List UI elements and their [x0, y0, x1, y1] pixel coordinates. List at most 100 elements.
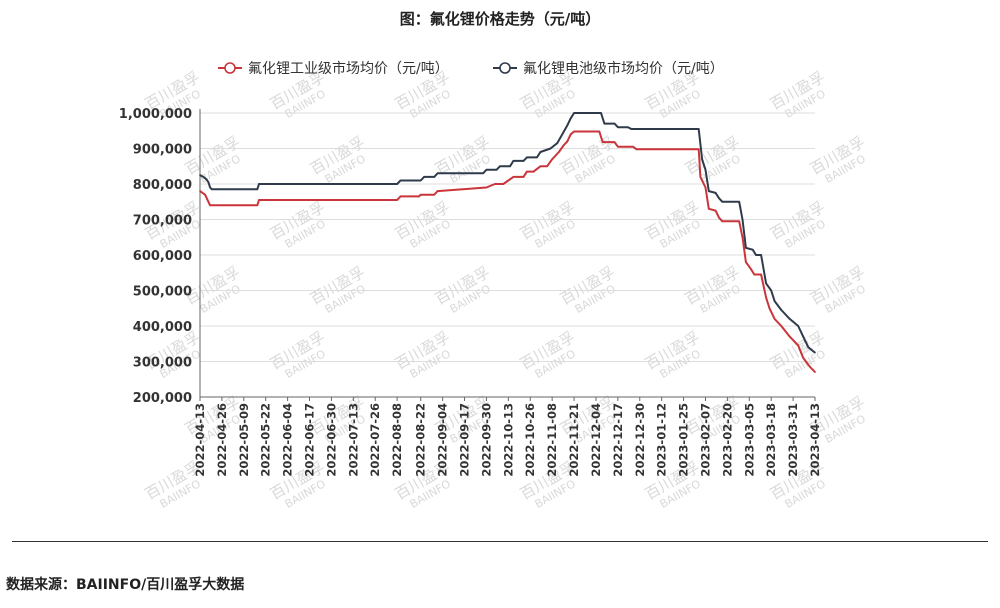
- data-point: [512, 176, 515, 178]
- data-point: [814, 371, 816, 373]
- x-tick-label: 2022-07-13: [346, 403, 360, 477]
- data-point: [485, 169, 488, 171]
- x-tick-label: 2022-05-09: [237, 403, 251, 477]
- y-axis-ticks: 200,000 300,000 400,000 500,000 600,000 700,0…: [119, 107, 192, 406]
- x-tick-label: 2022-12-30: [633, 403, 647, 477]
- data-point: [714, 209, 717, 212]
- data-point: [561, 133, 564, 136]
- data-point: [507, 179, 510, 182]
- y-tick-label: 1,000,000: [119, 107, 192, 122]
- series-lines: [199, 112, 816, 373]
- x-tick-label: 2022-09-04: [436, 403, 450, 477]
- data-point: [256, 204, 259, 207]
- x-tick-label: 2022-09-17: [458, 403, 472, 477]
- data-point: [797, 325, 799, 327]
- data-point: [207, 181, 210, 183]
- data-point: [202, 176, 205, 178]
- data-point: [558, 151, 560, 153]
- data-point: [613, 122, 616, 125]
- data-point: [617, 145, 619, 148]
- data-point: [617, 126, 619, 128]
- x-tick-label: 2022-10-26: [523, 403, 537, 477]
- data-point: [573, 112, 575, 114]
- data-point: [494, 183, 496, 185]
- data-point: [399, 195, 402, 198]
- series-line: [199, 112, 816, 354]
- data-point: [209, 204, 211, 207]
- data-point: [526, 156, 528, 159]
- data-point: [258, 183, 260, 185]
- data-point: [204, 193, 206, 196]
- data-point: [809, 366, 811, 368]
- y-tick-label: 900,000: [133, 143, 192, 158]
- data-point: [569, 117, 572, 120]
- data-point: [482, 172, 484, 175]
- data-point: [753, 273, 756, 276]
- data-point: [738, 220, 740, 223]
- data-point: [399, 179, 402, 182]
- data-point: [569, 133, 572, 136]
- legend-marker: [224, 62, 236, 74]
- data-point: [718, 216, 720, 219]
- data-point: [556, 142, 558, 144]
- data-point: [780, 325, 783, 327]
- data-point: [396, 199, 398, 201]
- data-point: [745, 247, 747, 249]
- data-point: [721, 220, 724, 223]
- data-point: [750, 268, 752, 271]
- legend-item: 氟化锂电池级市场均价（元/吨）: [493, 60, 724, 77]
- data-point: [539, 151, 542, 153]
- data-point: [509, 165, 511, 168]
- x-tick-label: 2022-11-08: [545, 403, 559, 477]
- legend: 氟化锂工业级市场均价（元/吨） 氟化锂电池级市场均价（元/吨）: [218, 60, 724, 77]
- data-point: [419, 193, 422, 196]
- data-point: [536, 156, 538, 159]
- x-tick-label: 2022-06-30: [324, 403, 338, 477]
- data-point: [539, 165, 542, 168]
- x-tick-label: 2022-10-13: [501, 403, 515, 477]
- data-point: [788, 318, 791, 320]
- x-tick-label: 2022-04-26: [215, 403, 229, 477]
- data-point: [773, 318, 776, 320]
- data-point: [745, 261, 747, 263]
- data-point: [697, 148, 700, 150]
- data-point: [512, 160, 515, 162]
- x-tick-label: 2022-12-17: [611, 403, 625, 477]
- data-point: [738, 201, 740, 203]
- data-point: [721, 201, 724, 203]
- data-point: [814, 351, 816, 354]
- data-point: [760, 254, 762, 256]
- data-point: [699, 176, 702, 178]
- data-point: [485, 186, 488, 189]
- data-point: [797, 344, 799, 347]
- data-point: [549, 147, 552, 150]
- y-tick-label: 400,000: [133, 320, 192, 335]
- data-point: [199, 174, 201, 176]
- x-tick-label: 2022-12-04: [589, 403, 603, 477]
- x-tick-label: 2022-04-13: [193, 403, 207, 477]
- data-point: [418, 195, 420, 198]
- data-point: [714, 192, 717, 194]
- data-point: [765, 282, 767, 285]
- data-point: [708, 208, 710, 210]
- data-point: [768, 307, 771, 310]
- x-tick-label: 2022-06-17: [303, 403, 317, 477]
- legend-label: 氟化锂电池级市场均价（元/吨）: [523, 60, 724, 77]
- y-tick-label: 500,000: [133, 285, 192, 300]
- data-point: [630, 128, 633, 130]
- x-tick-label: 2023-01-12: [655, 403, 669, 477]
- data-point: [546, 165, 548, 168]
- data-point: [635, 148, 638, 150]
- data-point: [708, 190, 710, 192]
- data-point: [773, 300, 776, 302]
- data-point: [419, 179, 422, 182]
